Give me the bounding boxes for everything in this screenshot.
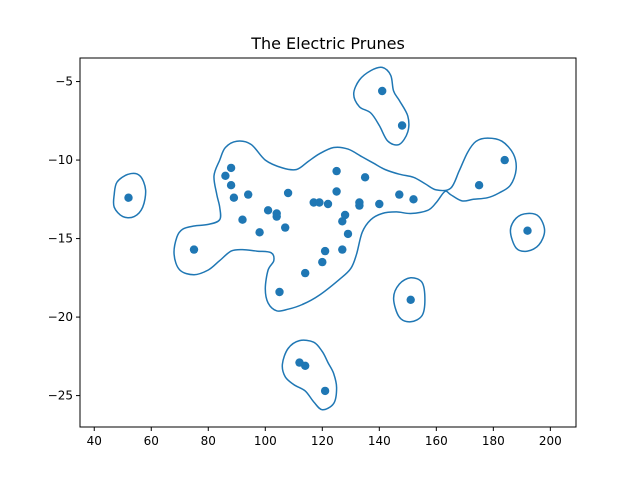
data-point-7 (244, 190, 253, 199)
density-contours (112, 66, 546, 411)
contour-1 (112, 172, 147, 219)
data-point-32 (395, 190, 404, 199)
plot-area (80, 58, 576, 427)
data-point-3 (226, 163, 236, 173)
data-point-38 (523, 226, 532, 235)
y-tick-label-0: −25 (48, 389, 73, 403)
data-point-30 (375, 199, 384, 209)
data-point-15 (301, 268, 310, 278)
data-point-11 (272, 209, 281, 218)
data-point-17 (315, 198, 324, 207)
data-point-25 (340, 210, 350, 220)
contour-3 (509, 212, 546, 253)
x-tick-label-7: 180 (482, 434, 505, 448)
x-tick-label-6: 160 (425, 434, 448, 448)
y-tick-label-2: −15 (48, 232, 73, 246)
contour-4 (392, 277, 426, 323)
data-point-1 (189, 245, 199, 254)
data-point-36 (474, 181, 484, 190)
x-tick-label-3: 100 (254, 434, 277, 448)
contour-2 (352, 66, 410, 146)
y-tick-label-1: −20 (48, 310, 73, 324)
contour-5 (281, 339, 338, 411)
data-point-0 (124, 193, 133, 202)
data-point-29 (360, 173, 370, 182)
x-tick-label-2: 80 (201, 434, 216, 448)
data-point-23 (338, 217, 347, 226)
data-point-33 (397, 121, 407, 130)
x-tick-label-5: 140 (368, 434, 391, 448)
data-point-21 (332, 166, 341, 176)
data-point-31 (378, 86, 387, 96)
data-points (124, 86, 532, 396)
x-axis-ticks: 40 60 80 100 120 140 160 180 200 (87, 427, 562, 448)
data-point-26 (343, 229, 353, 239)
plot-frame (79, 57, 577, 428)
data-point-8 (255, 228, 264, 237)
data-point-5 (229, 193, 239, 202)
data-point-9 (263, 206, 273, 215)
chart-title: The Electric Prunes (250, 34, 405, 53)
data-point-12 (275, 287, 284, 297)
data-point-19 (320, 246, 330, 256)
data-point-22 (332, 187, 341, 196)
data-point-41 (320, 386, 330, 396)
data-point-6 (238, 215, 247, 224)
data-point-2 (221, 171, 230, 180)
data-point-24 (338, 245, 347, 254)
contour-0 (173, 137, 517, 312)
data-point-20 (323, 199, 333, 209)
data-point-18 (318, 257, 327, 267)
data-point-37 (500, 155, 509, 165)
data-point-13 (281, 223, 290, 232)
x-tick-label-4: 120 (311, 434, 334, 448)
data-point-4 (226, 181, 236, 190)
x-tick-label-8: 200 (539, 434, 562, 448)
data-point-35 (409, 195, 418, 204)
y-axis-ticks: −25 −20 −15 −10 −5 (48, 75, 80, 403)
data-point-34 (406, 295, 415, 304)
data-point-14 (283, 188, 293, 198)
x-tick-label-1: 60 (144, 434, 159, 448)
y-tick-label-3: −10 (48, 153, 73, 167)
y-tick-label-4: −5 (55, 75, 73, 89)
data-point-40 (301, 361, 310, 370)
data-point-28 (355, 201, 364, 210)
x-tick-label-0: 40 (87, 434, 102, 448)
